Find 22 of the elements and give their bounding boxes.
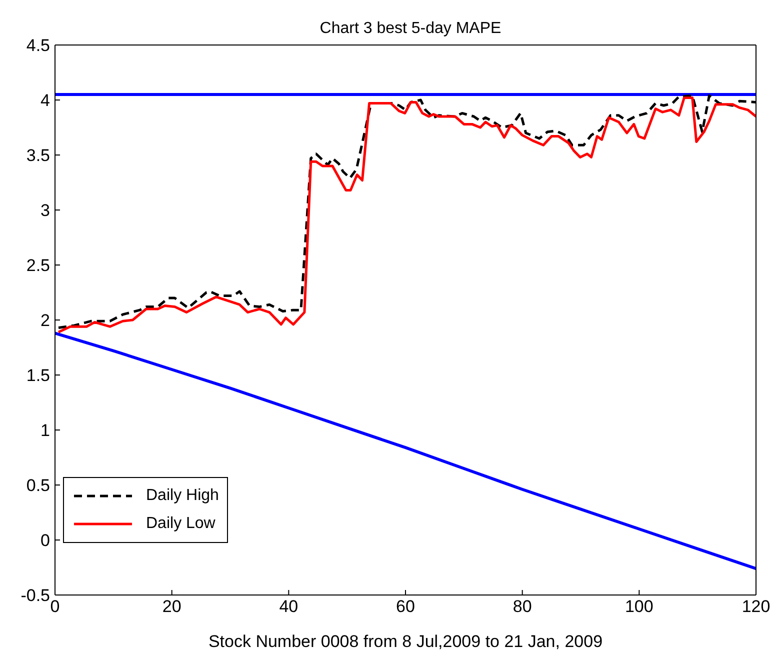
y-tick-label: 4 — [40, 91, 50, 110]
y-tick-label: 0.5 — [26, 476, 50, 496]
y-tick-label: 2.5 — [26, 256, 50, 276]
x-axis-title: Stock Number 0008 from 8 Jul,2009 to 21 Jan, 2009 — [208, 632, 603, 651]
y-tick-label: 4.5 — [26, 36, 50, 56]
y-tick-label: 1.5 — [26, 366, 50, 386]
x-tick-label: 60 — [396, 597, 415, 616]
y-tick-label: 0 — [40, 531, 50, 550]
y-tick-label: 3.5 — [26, 146, 50, 166]
y-tick-label: 3 — [40, 201, 50, 220]
y-tick-label: 1 — [40, 421, 50, 440]
y-tick-label: -0.5 — [20, 586, 50, 606]
legend-label: Daily Low — [146, 515, 216, 533]
legend-label: Daily High — [146, 487, 219, 505]
y-tick-label: 2 — [40, 311, 50, 330]
line-series — [55, 332, 756, 570]
x-tick-label: 100 — [624, 597, 654, 616]
chart-title: Chart 3 best 5-day MAPE — [318, 20, 502, 38]
x-tick-label: 40 — [279, 597, 298, 616]
x-tick-label: 80 — [512, 597, 532, 616]
x-tick-label: 20 — [162, 597, 182, 616]
x-tick-label: 120 — [742, 597, 770, 616]
